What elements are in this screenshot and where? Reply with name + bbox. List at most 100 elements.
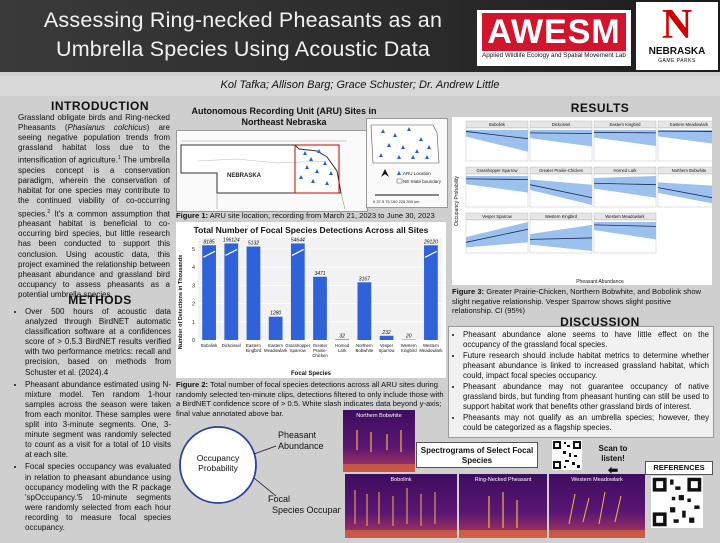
title-line-1: Assessing Ring-necked Pheasants as an	[18, 6, 468, 35]
map-title: Autonomous Recording Unit (ARU) Sites in…	[178, 106, 390, 128]
methods-heading: METHODS	[20, 293, 180, 307]
panel-title: Eastern Meadowlark	[670, 122, 709, 127]
qr-code-references[interactable]	[651, 476, 703, 528]
methods-item: Focal species occupancy was evaluated in…	[25, 462, 171, 533]
panel-title: Horned Lark	[613, 168, 637, 173]
bar-value-label: 232	[381, 330, 391, 336]
spectrogram-graphic: Northern Bobwhite	[343, 410, 415, 472]
y-tick-label: 4	[192, 265, 195, 271]
spectrogram-title: Western Meadowlark	[571, 477, 623, 483]
discussion-item: Pheasant abundance alone seems to have l…	[463, 330, 709, 350]
occupancy-panel-western-meadowlark: Western Meadowlark	[594, 213, 656, 253]
panel-title: Western Kingbird	[545, 214, 578, 219]
introduction-text: Grassland obligate birds and Ring-necked…	[18, 113, 170, 300]
map-graphic: NEBRASKA	[177, 131, 367, 211]
spectrogram-graphic: Western Meadowlark	[549, 474, 645, 538]
intro-species: Phasianus colchicus	[67, 123, 146, 132]
arrow-left-icon: ⬅	[590, 464, 636, 476]
references-label: REFERENCES	[645, 461, 713, 475]
bar-value-label: 5132	[248, 241, 259, 247]
discussion-item: Pheasant abundance may not guarantee occ…	[463, 382, 709, 412]
bar-value-label: 54644	[291, 237, 305, 243]
methods-text: Over 500 hours of acoustic data analyzed…	[16, 307, 171, 535]
bar-grasshopper-sparrow	[291, 243, 305, 340]
figure3-caption: Figure 3: Greater Prairie-Chicken, North…	[452, 287, 714, 316]
bar-value-label: 32	[339, 333, 345, 339]
map-inset: ARU Location NE State boundary 0 37.5 75…	[366, 118, 448, 208]
legend-state: NE State boundary	[403, 179, 442, 184]
bar-value-label: 8185	[204, 239, 215, 245]
bar-western-meadowlark	[424, 245, 438, 340]
occupancy-panel-western-kingbird: Western Kingbird	[530, 213, 592, 253]
spectrogram-northern-bobwhite: Northern Bobwhite	[343, 410, 415, 472]
qr-icon	[552, 440, 582, 470]
discussion-box: Pheasant abundance alone seems to have l…	[448, 326, 714, 438]
state-label: NEBRASKA	[227, 173, 262, 179]
bar-horned-lark	[335, 339, 349, 340]
scan-to-listen: Scan to listen!⬅	[590, 444, 636, 476]
bar-chart-panel: Total Number of Focal Species Detections…	[176, 222, 446, 378]
occupancy-panel-eastern-meadowlark: Eastern Meadowlark	[658, 121, 712, 161]
figure1-label: Figure 1:	[176, 211, 208, 220]
figure3-text: Greater Prairie-Chicken, Northern Bobwhi…	[452, 287, 701, 315]
occupancy-panel-vesper-sparrow: Vesper Sparrow	[466, 213, 528, 253]
x-tick-label: Dickcissel	[222, 343, 241, 348]
spectrogram-title: Ring-Necked Pheasant	[475, 477, 532, 483]
bar-value-label: 29120	[423, 239, 438, 245]
figure1-text: ARU site location, recording from March …	[208, 211, 435, 220]
bar-value-label: 3167	[359, 276, 370, 282]
intro-text-4: It's a common assumption that pheasant h…	[18, 209, 170, 299]
bar-northern-bobwhite	[357, 282, 371, 340]
title-line-2: Umbrella Species Using Acoustic Data	[18, 35, 468, 64]
panel-title: Grasshopper Sparrow	[477, 168, 519, 173]
bar-greater-prairie-chicken	[313, 277, 327, 340]
y-tick-label: 2	[192, 302, 195, 308]
nebraska-map: NEBRASKA	[176, 130, 368, 212]
awesm-wordmark: AWESM	[482, 13, 626, 51]
diagram-arrow-top	[254, 446, 276, 454]
bar-value-label: 3471	[314, 271, 325, 277]
y-tick-label: 3	[192, 283, 195, 289]
results-x-label: Pheasant Abundance	[576, 279, 624, 285]
bar-dickcissel	[224, 243, 238, 340]
qr-icon	[651, 476, 703, 528]
panel-title: Greater Prairie-Chicken	[539, 168, 584, 173]
y-tick-label: 5	[192, 247, 195, 253]
spectrogram-graphic: Bobolink	[345, 474, 457, 538]
spectrogram-graphic: Ring-Necked Pheasant	[459, 474, 547, 538]
bar-chart: Total Number of Focal Species Detections…	[176, 222, 446, 378]
poster-title: Assessing Ring-necked Pheasants as an Um…	[18, 6, 468, 64]
qr-code-listen[interactable]	[552, 440, 582, 470]
y-tick-label: 0	[192, 338, 195, 344]
bar-bobolink	[202, 245, 216, 340]
panel-title: Eastern Kingbird	[610, 122, 642, 127]
bar-value-label: 196124	[223, 237, 240, 243]
discussion-item: Pheasants may not qualify as an umbrella…	[463, 413, 709, 433]
bar-value-label: 20	[405, 334, 412, 340]
spectrogram-title: Northern Bobwhite	[356, 413, 402, 419]
figure2-label: Figure 2:	[176, 380, 208, 389]
methods-item: Over 500 hours of acoustic data analyzed…	[25, 307, 171, 378]
panel-title: Dickcissel	[552, 122, 571, 127]
results-figure: Occupancy Probability Pheasant Abundance…	[452, 117, 712, 285]
chart-title: Total Number of Focal Species Detections…	[194, 225, 429, 235]
bar-eastern-kingbird	[247, 247, 261, 340]
nebraska-name: NEBRASKA	[637, 46, 717, 57]
chart-x-label: Focal Species	[291, 371, 332, 377]
panel-title: Western Meadowlark	[605, 214, 645, 219]
occupancy-panel-dickcissel: Dickcissel	[530, 121, 592, 161]
occupancy-panels: Occupancy Probability Pheasant Abundance…	[452, 117, 712, 285]
panel-title: Vesper Sparrow	[482, 214, 513, 219]
y-tick-label: 1	[192, 320, 195, 326]
inset-graphic: ARU Location NE State boundary 0 37.5 75…	[367, 119, 447, 207]
occupancy-panel-grasshopper-sparrow: Grasshopper Sparrow	[466, 167, 528, 207]
spectrogram-bobolink: Bobolink	[345, 474, 457, 538]
